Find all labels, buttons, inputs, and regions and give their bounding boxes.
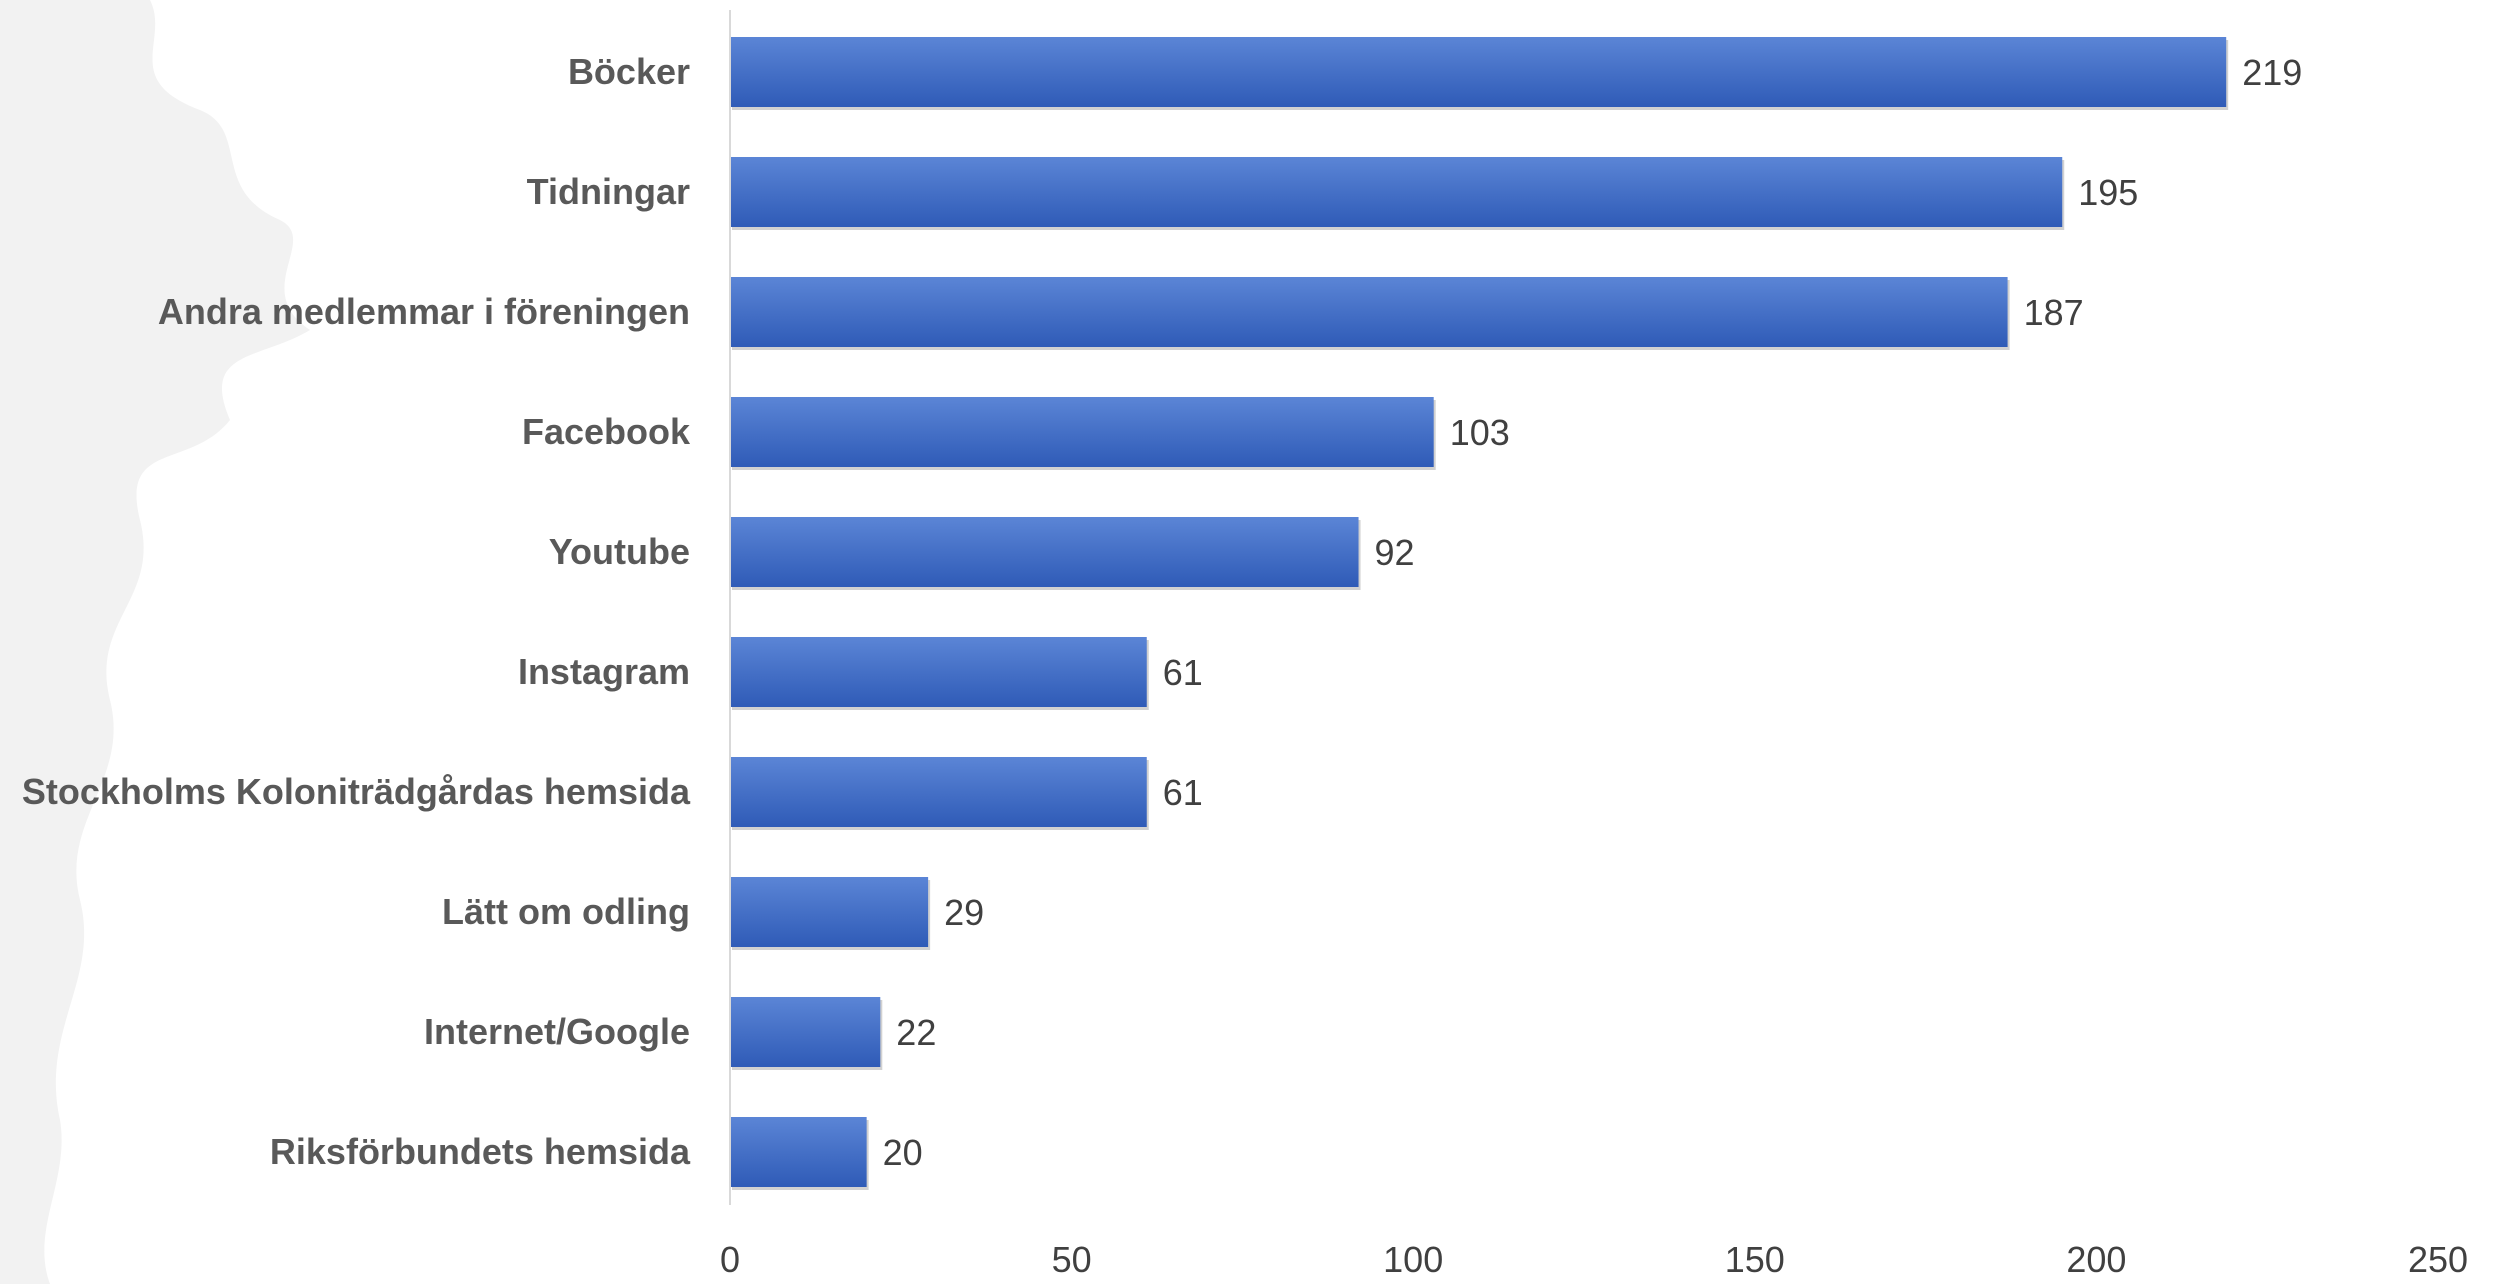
bar bbox=[730, 1117, 867, 1187]
x-tick-label: 0 bbox=[720, 1239, 740, 1280]
x-tick-label: 200 bbox=[2066, 1239, 2126, 1280]
bars-group bbox=[730, 37, 2229, 1190]
category-label: Tidningar bbox=[527, 171, 690, 212]
data-label: 92 bbox=[1375, 532, 1415, 573]
bar bbox=[730, 757, 1147, 827]
x-tick-label: 150 bbox=[1725, 1239, 1785, 1280]
x-tick-label: 50 bbox=[1052, 1239, 1092, 1280]
background-decoration bbox=[0, 0, 310, 1284]
category-label: Böcker bbox=[568, 51, 690, 92]
data-label: 22 bbox=[896, 1012, 936, 1053]
data-label: 29 bbox=[944, 892, 984, 933]
bar bbox=[730, 997, 881, 1067]
data-labels-group: 219 195 187 103 92 61 61 29 22 20 bbox=[883, 52, 2303, 1173]
bar bbox=[730, 37, 2227, 107]
category-label: Lätt om odling bbox=[442, 891, 690, 932]
bar bbox=[730, 637, 1147, 707]
category-label: Riksförbundets hemsida bbox=[270, 1131, 691, 1172]
data-label: 195 bbox=[2078, 172, 2138, 213]
bar bbox=[730, 397, 1434, 467]
x-axis-ticks-group: 0 50 100 150 200 250 bbox=[720, 1239, 2468, 1280]
data-label: 103 bbox=[1450, 412, 1510, 453]
data-label: 20 bbox=[883, 1132, 923, 1173]
bar bbox=[730, 877, 929, 947]
x-tick-label: 100 bbox=[1383, 1239, 1443, 1280]
category-label: Internet/Google bbox=[424, 1011, 690, 1052]
data-label: 61 bbox=[1163, 652, 1203, 693]
category-label: Youtube bbox=[549, 531, 690, 572]
bar bbox=[730, 517, 1359, 587]
category-labels-group: Böcker Tidningar Andra medlemmar i förenin… bbox=[22, 51, 691, 1172]
data-label: 187 bbox=[2024, 292, 2084, 333]
data-label: 219 bbox=[2242, 52, 2302, 93]
category-label: Instagram bbox=[518, 651, 690, 692]
data-label: 61 bbox=[1163, 772, 1203, 813]
bar bbox=[730, 157, 2063, 227]
bar bbox=[730, 277, 2008, 347]
category-label: Facebook bbox=[522, 411, 691, 452]
category-label: Stockholms Koloniträdgårdas hemsida bbox=[22, 771, 691, 812]
category-label: Andra medlemmar i föreningen bbox=[158, 291, 690, 332]
x-tick-label: 250 bbox=[2408, 1239, 2468, 1280]
